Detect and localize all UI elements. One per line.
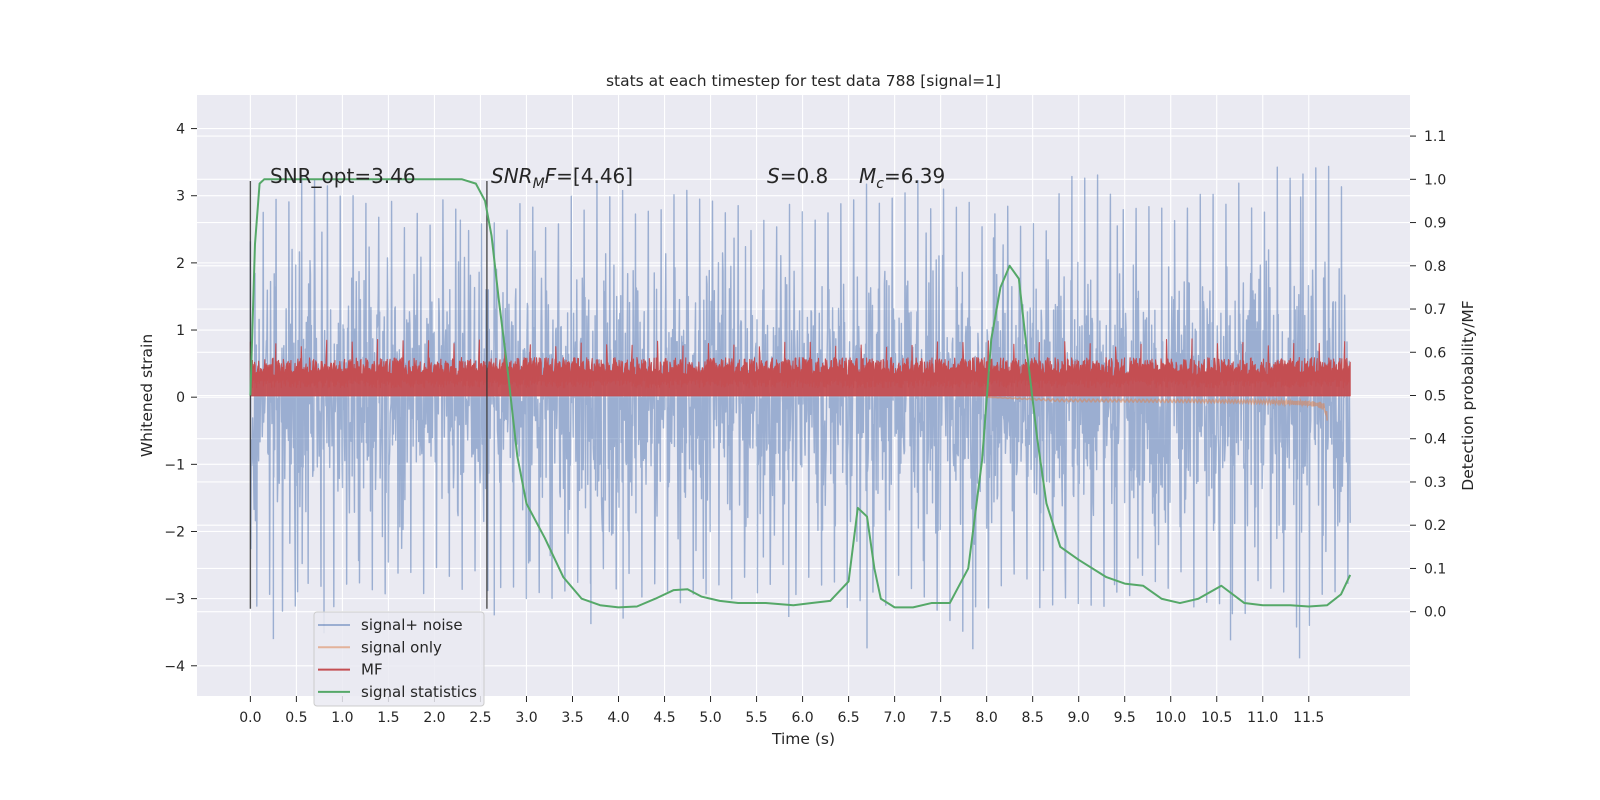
x-tick-label-9: 4.5	[653, 710, 675, 726]
annotation-mc-subscript: c	[876, 176, 884, 192]
y-axis-label-right: Detection probability/MF	[1459, 300, 1477, 491]
annotation-snr-mf-value: =[4.46]	[556, 164, 633, 188]
y-right-tick-label-0: 1.1	[1424, 129, 1446, 145]
chart-title: stats at each timestep for test data 788…	[606, 72, 1001, 90]
y-left-tick-label-8: −4	[164, 659, 185, 675]
y-right-tick-label-8: 0.3	[1424, 475, 1446, 491]
y-right-tick-label-5: 0.6	[1424, 345, 1446, 361]
y-right-tick-label-10: 0.1	[1424, 561, 1446, 577]
legend: signal+ noise signal only MF signal statist…	[313, 611, 485, 707]
y-right-tick-label-7: 0.4	[1424, 432, 1446, 448]
x-tick-label-6: 3.0	[515, 710, 537, 726]
x-tick-label-10: 5.0	[699, 710, 721, 726]
legend-box	[313, 611, 485, 707]
x-tick-label-3: 1.5	[377, 710, 399, 726]
x-tick-label-16: 8.0	[976, 710, 998, 726]
x-tick-label-1: 0.5	[285, 710, 307, 726]
annotation-snr-mf-subscript: M	[533, 176, 545, 192]
y-left-tick-label-6: −2	[164, 524, 185, 540]
y-right-tick-label-2: 0.9	[1424, 216, 1446, 232]
legend-label-2: MF	[361, 661, 383, 679]
annotation-mc-value: =6.39	[884, 164, 945, 188]
annotation-snr-mf: SNRMF=[4.46]	[491, 164, 633, 192]
y-left-tick-label-7: −3	[164, 592, 185, 608]
series-signal-only-line	[986, 396, 1328, 421]
y-right-tick-label-11: 0.0	[1424, 605, 1446, 621]
y-left-tick-label-0: 4	[176, 122, 185, 138]
plot-data	[249, 165, 1352, 659]
y-right-tick-label-4: 0.7	[1424, 302, 1446, 318]
x-tick-label-18: 9.0	[1068, 710, 1090, 726]
x-tick-label-2: 1.0	[331, 710, 353, 726]
annotation-snr-opt: SNR_opt=3.46	[270, 164, 416, 188]
y-axis-label-left: Whitened strain	[138, 334, 156, 457]
y-left-tick-label-1: 3	[176, 189, 185, 205]
series-signal-statistics-line	[249, 178, 1352, 609]
axis-ticks: 0.0 0.5 1.0 1.5 2.0 2.5 3.0 3.5 4.0 4.5 5.0 5.5 6.0 6…	[164, 122, 1446, 726]
series-mf-line	[249, 338, 1351, 397]
y-left-tick-label-5: −1	[164, 457, 185, 473]
x-tick-label-12: 6.0	[791, 710, 813, 726]
x-tick-label-21: 10.5	[1201, 710, 1232, 726]
y-left-tick-label-2: 2	[176, 256, 185, 272]
annotation-snr-mf-symbol: SNR	[491, 164, 533, 188]
x-tick-label-14: 7.0	[883, 710, 905, 726]
y-left-tick-label-3: 1	[176, 323, 185, 339]
annotation-s-symbol: S	[767, 164, 780, 188]
annotation-snr-mf-symbol-end: F	[545, 164, 557, 188]
x-tick-label-13: 6.5	[837, 710, 859, 726]
y-right-tick-label-3: 0.8	[1424, 259, 1446, 275]
y-right-tick-label-9: 0.2	[1424, 518, 1446, 534]
legend-label-3: signal statistics	[361, 683, 477, 701]
legend-label-0: signal+ noise	[361, 616, 463, 634]
x-tick-label-20: 10.0	[1155, 710, 1186, 726]
annotations: SNR_opt=3.46 SNRMF=[4.46] S=0.8 Mc=6.39	[270, 164, 945, 192]
annotation-mc: Mc=6.39	[859, 164, 945, 192]
annotation-s-value: =0.8	[780, 164, 829, 188]
x-tick-label-0: 0.0	[239, 710, 261, 726]
x-tick-label-11: 5.5	[745, 710, 767, 726]
annotation-mc-symbol: M	[859, 164, 876, 188]
y-left-tick-label-4: 0	[176, 390, 185, 406]
x-tick-label-17: 8.5	[1022, 710, 1044, 726]
x-tick-label-15: 7.5	[929, 710, 951, 726]
y-right-tick-label-6: 0.5	[1424, 389, 1446, 405]
x-tick-label-5: 2.5	[469, 710, 491, 726]
annotation-s: S=0.8	[767, 164, 828, 188]
x-axis-label: Time (s)	[771, 730, 835, 748]
x-tick-label-7: 3.5	[561, 710, 583, 726]
x-tick-label-19: 9.5	[1114, 710, 1136, 726]
legend-label-1: signal only	[361, 638, 442, 656]
x-tick-label-23: 11.5	[1293, 710, 1324, 726]
y-right-tick-label-1: 1.0	[1424, 172, 1446, 188]
x-tick-label-22: 11.0	[1247, 710, 1278, 726]
x-tick-label-8: 4.0	[607, 710, 629, 726]
x-tick-label-4: 2.0	[423, 710, 445, 726]
